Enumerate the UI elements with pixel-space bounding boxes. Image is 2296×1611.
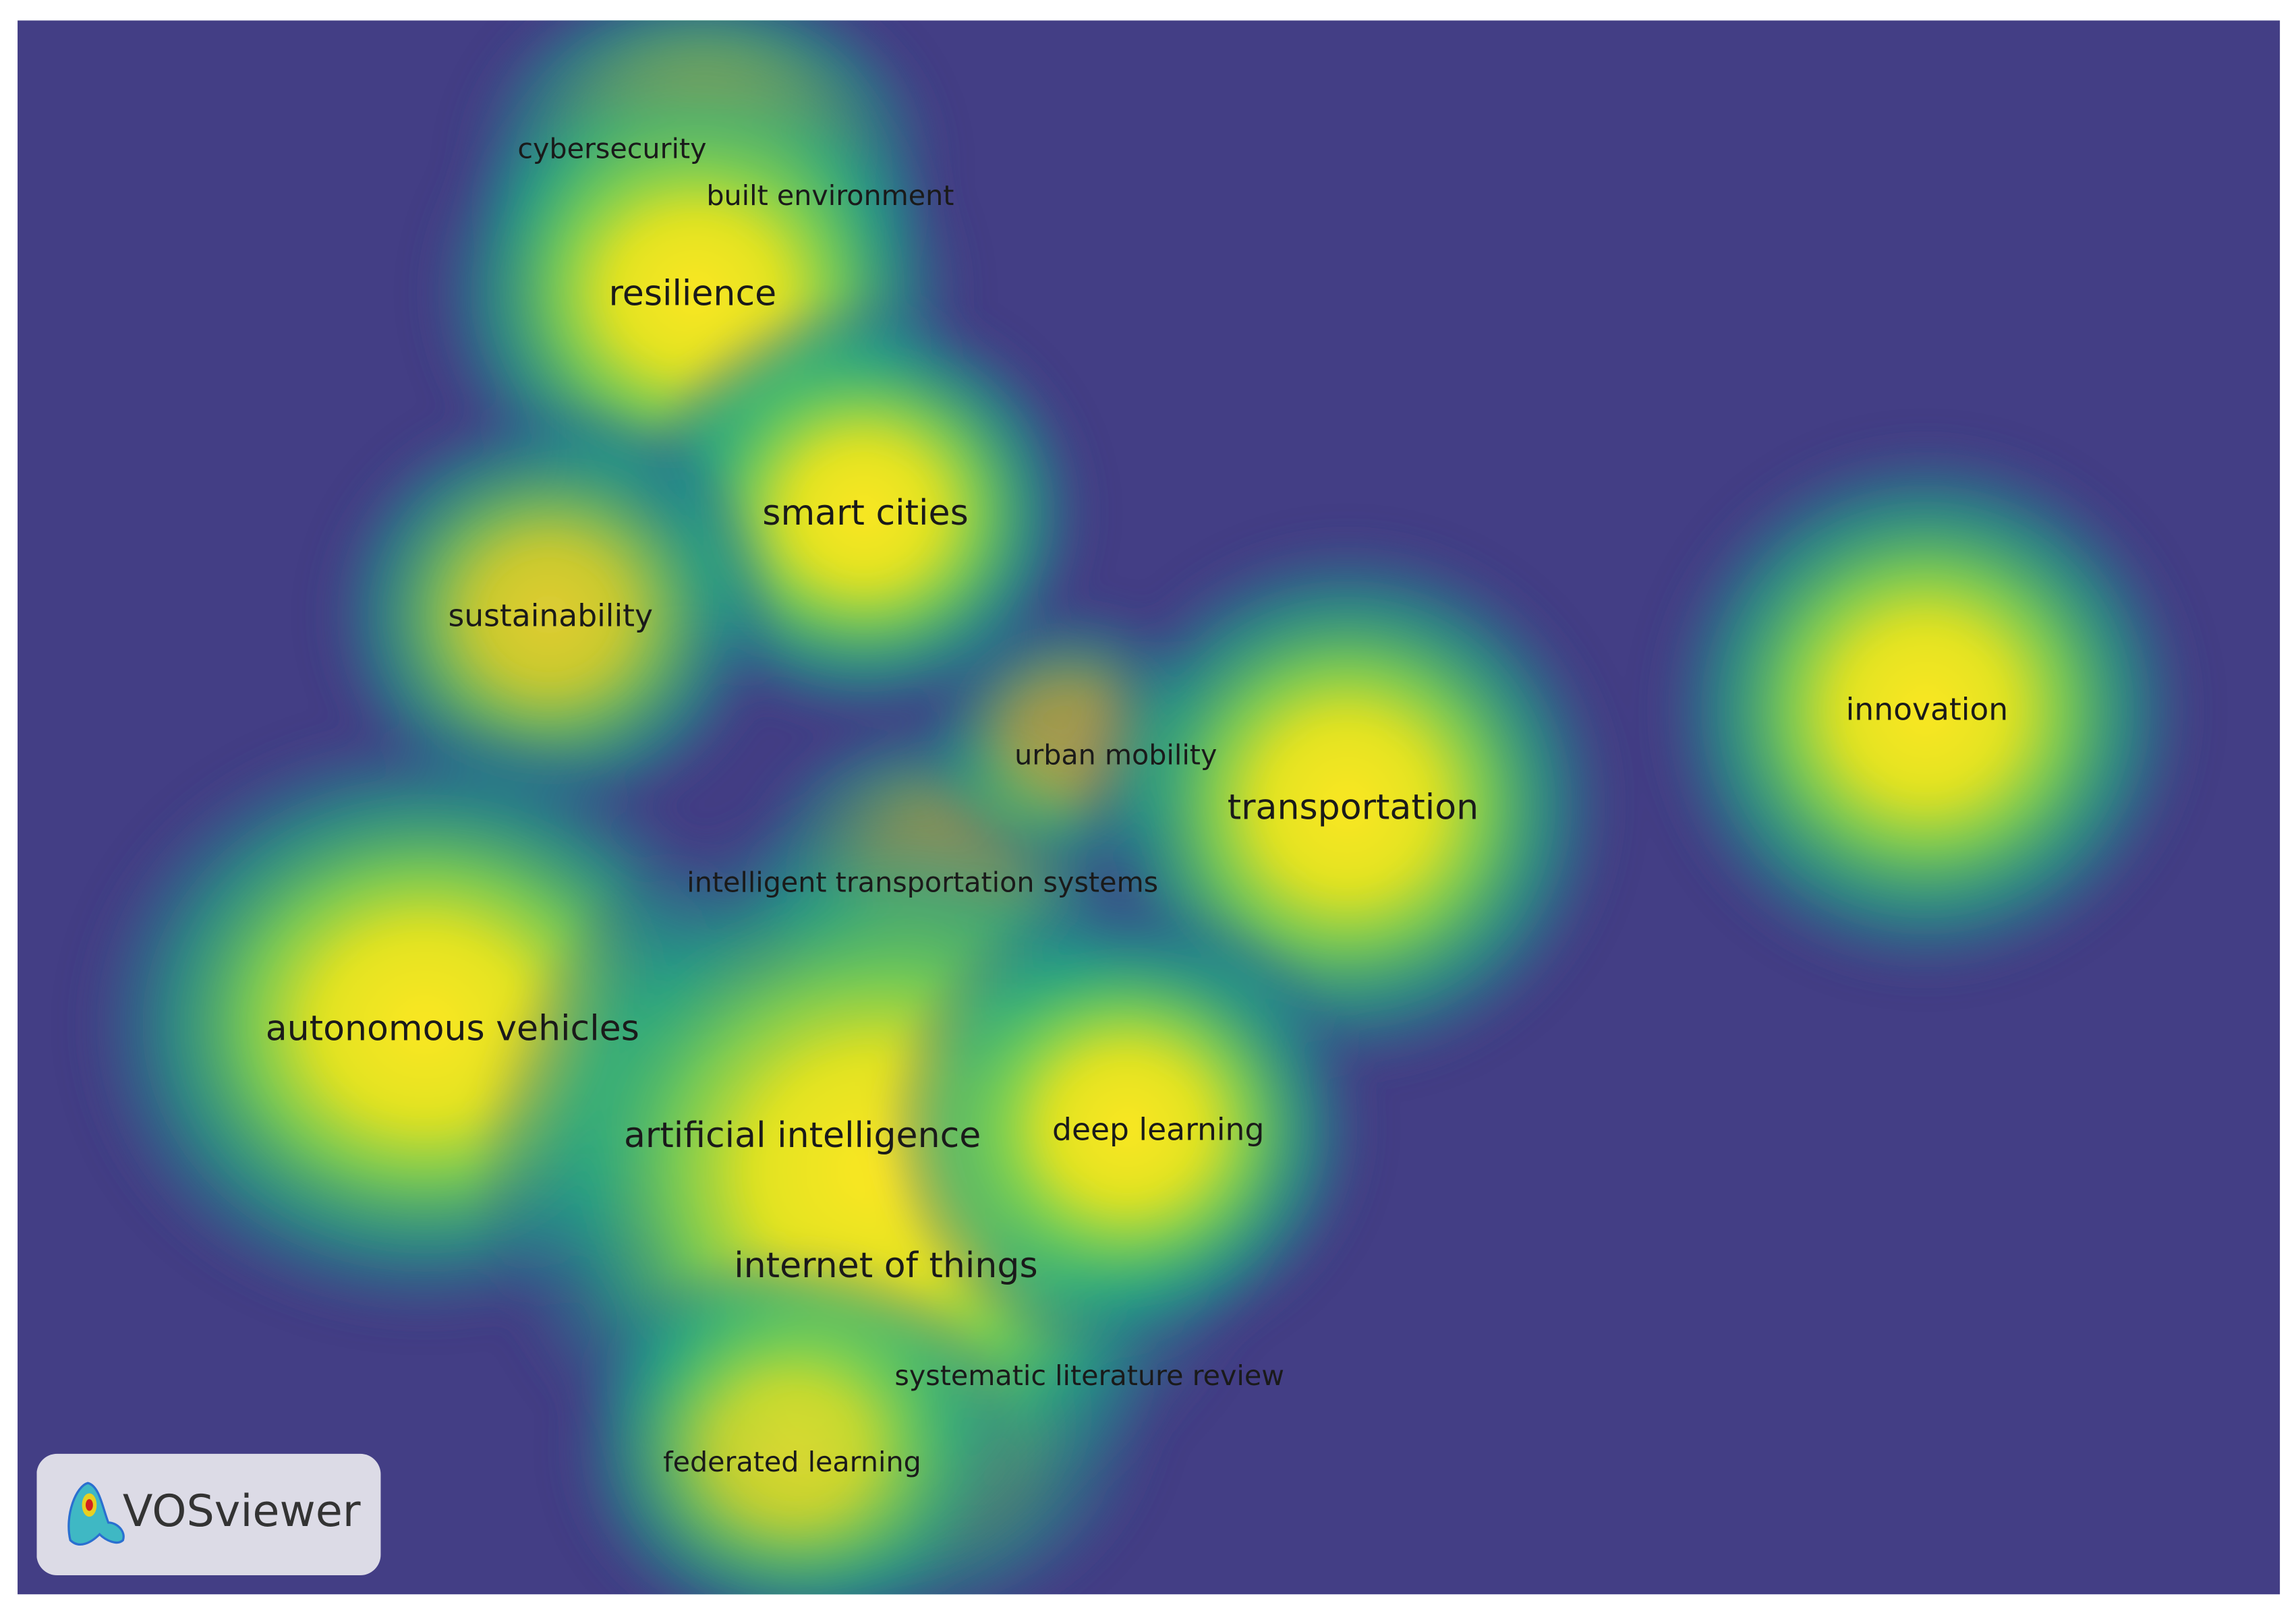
term-label: internet of things — [734, 1246, 1037, 1286]
term-label: artificial intelligence — [624, 1115, 981, 1156]
term-label: smart cities — [762, 493, 968, 533]
term-label: federated learning — [663, 1446, 921, 1478]
logo-text: VOSviewer — [123, 1486, 361, 1537]
term-label: sustainability — [449, 598, 653, 634]
term-label: innovation — [1846, 692, 2009, 728]
logo-icon-peak — [85, 1499, 93, 1511]
term-label: urban mobility — [1014, 738, 1217, 771]
term-label: deep learning — [1052, 1112, 1264, 1148]
term-label: autonomous vehicles — [266, 1008, 639, 1049]
logo-icon — [67, 1482, 125, 1546]
term-label: built environment — [706, 179, 954, 212]
logo-background — [36, 1453, 381, 1576]
term-label: cybersecurity — [517, 133, 706, 165]
term-label: resilience — [609, 274, 777, 314]
term-label: intelligent transportation systems — [687, 866, 1158, 898]
density-blobs — [73, 20, 2204, 1595]
term-label: systematic literature review — [894, 1359, 1284, 1392]
logo-badge: VOSviewer — [36, 1453, 381, 1576]
term-label: transportation — [1228, 788, 1479, 828]
